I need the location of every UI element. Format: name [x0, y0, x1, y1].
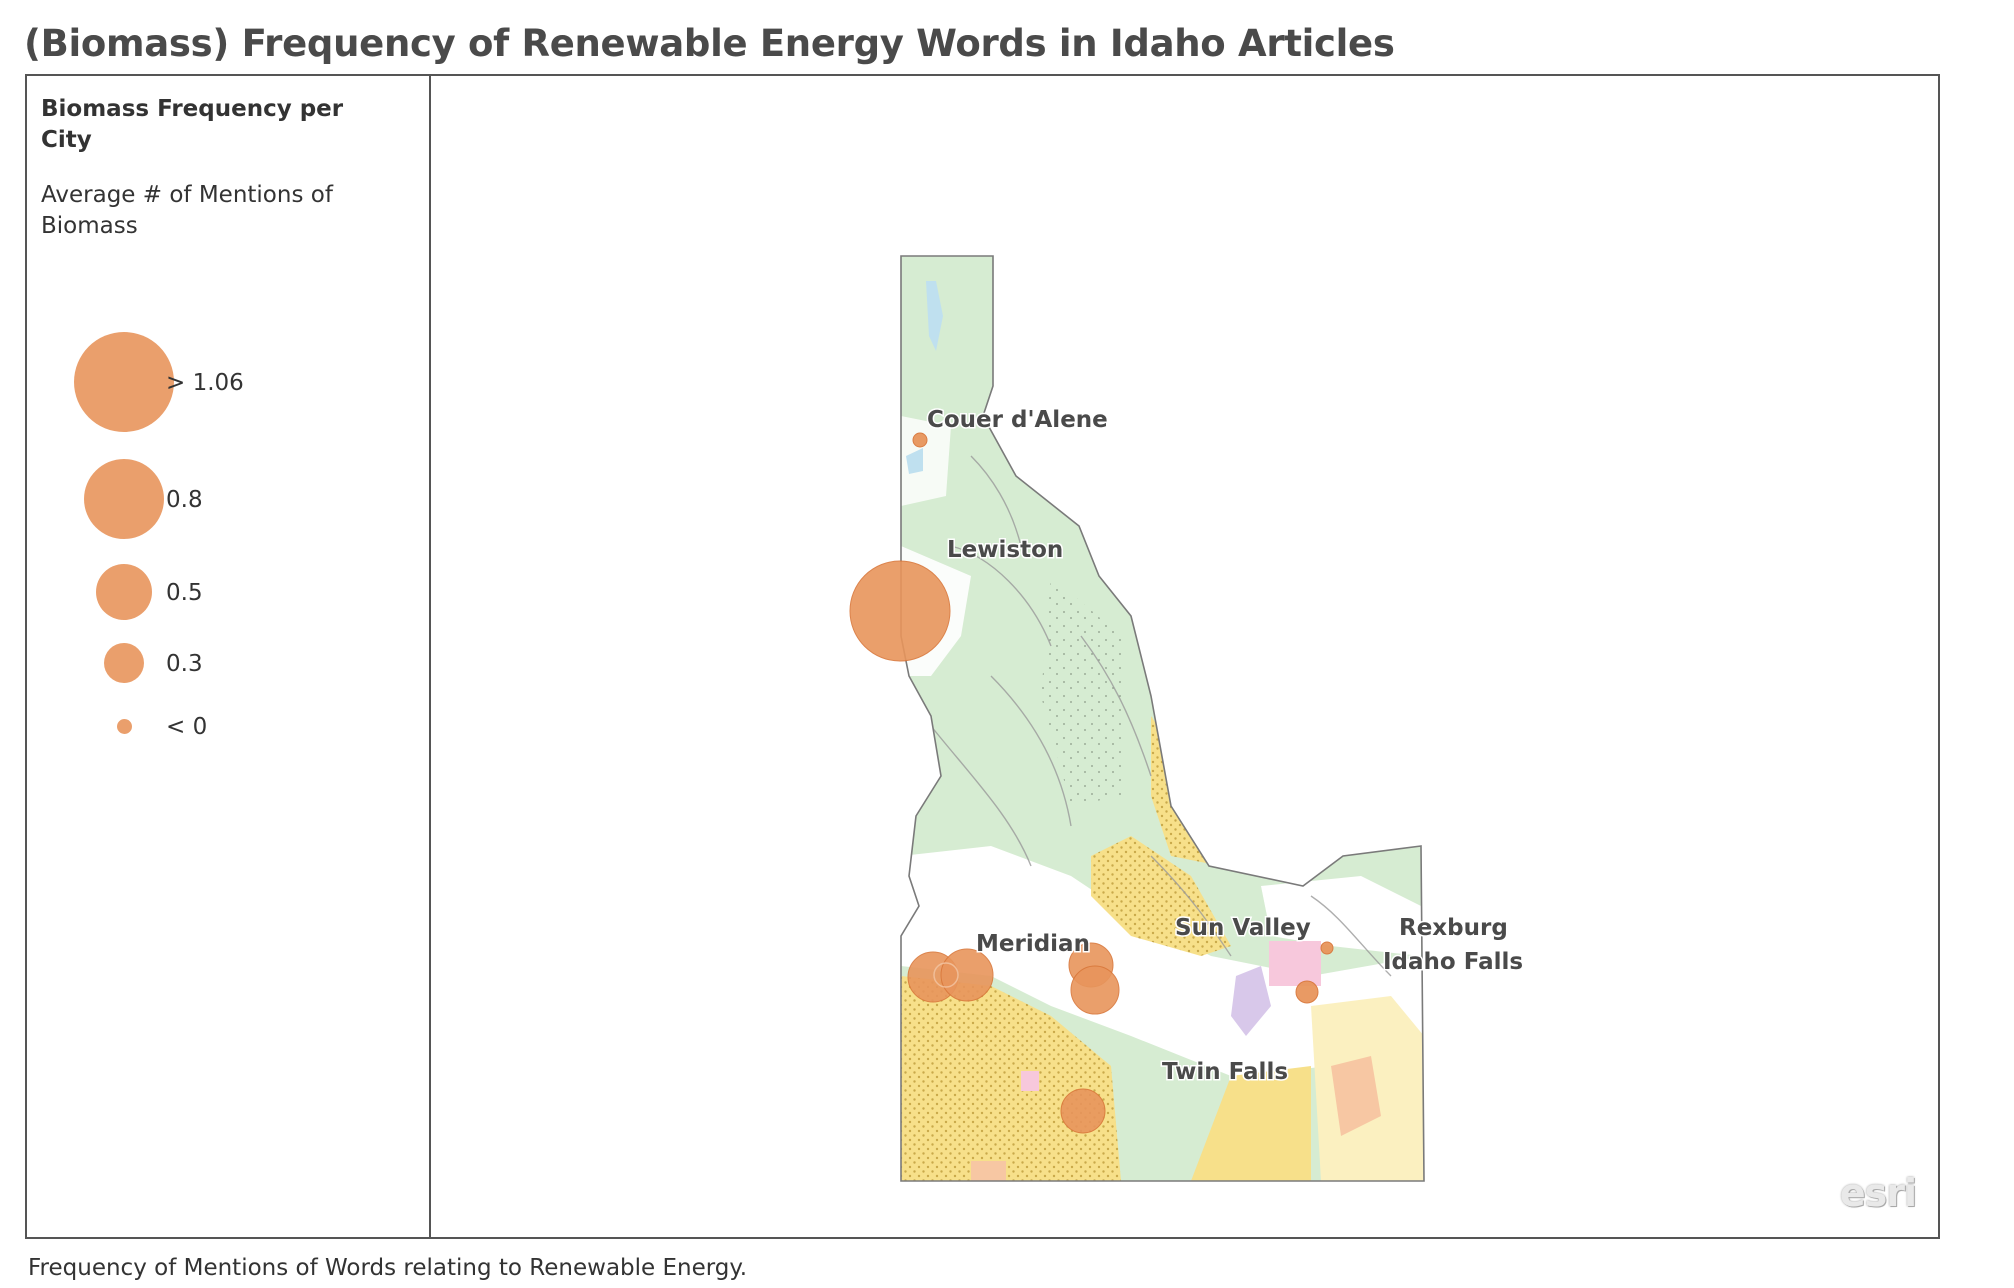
marker-meridian-inner — [933, 962, 959, 988]
city-label-meridian: Meridian — [976, 931, 1090, 957]
map-frame: Biomass Frequency per City Average # of … — [25, 74, 1940, 1239]
legend-subheading: Average # of Mentions of Biomass — [41, 182, 333, 239]
map-title: (Biomass) Frequency of Renewable Energy … — [24, 22, 1395, 65]
idaho-map-svg: Couer d'Alene Lewiston Meridian Sun Vall… — [849, 255, 1525, 1182]
legend-item-medium: 0.5 — [27, 564, 427, 620]
marker-sun-valley-south[interactable] — [1070, 965, 1120, 1015]
idaho-state-border — [900, 255, 1425, 1182]
legend-panel: Biomass Frequency per City Average # of … — [27, 76, 431, 1237]
legend-item-large: 0.8 — [27, 459, 427, 539]
legend-item-largest: > 1.06 — [27, 332, 427, 432]
legend-circle-medium — [96, 564, 152, 620]
city-label-rexburg: Rexburg — [1399, 915, 1508, 941]
marker-rexburg[interactable] — [1320, 941, 1334, 955]
legend-circle-small — [104, 643, 144, 683]
legend-item-small: 0.3 — [27, 643, 427, 683]
marker-meridian[interactable] — [940, 948, 994, 1002]
legend-label-small: 0.3 — [166, 651, 203, 677]
legend-label-large: 0.8 — [166, 487, 203, 513]
city-label-idaho-falls: Idaho Falls — [1383, 949, 1523, 975]
map-caption: Frequency of Mentions of Words relating … — [28, 1255, 748, 1281]
city-label-twin-falls: Twin Falls — [1162, 1059, 1288, 1085]
marker-twin-falls[interactable] — [1060, 1088, 1106, 1134]
legend-circle-large — [84, 459, 164, 539]
marker-idaho-falls[interactable] — [1295, 980, 1319, 1004]
legend-heading: Biomass Frequency per City — [41, 96, 344, 153]
city-label-couer-dalene: Couer d'Alene — [927, 407, 1108, 433]
legend-circle-largest — [74, 332, 174, 432]
legend-item-smallest: < 0 — [27, 714, 427, 740]
marker-couer-dalene[interactable] — [912, 432, 928, 448]
esri-logo[interactable]: esri — [1839, 1171, 1917, 1215]
city-label-lewiston: Lewiston — [947, 537, 1063, 563]
legend-label-medium: 0.5 — [166, 580, 203, 606]
city-label-sun-valley: Sun Valley — [1175, 915, 1311, 941]
legend-circle-smallest — [117, 719, 132, 734]
marker-lewiston[interactable] — [849, 560, 951, 662]
legend-label-largest: > 1.06 — [166, 370, 244, 396]
legend-label-smallest: < 0 — [166, 714, 208, 740]
map-canvas[interactable]: Couer d'Alene Lewiston Meridian Sun Vall… — [431, 76, 1938, 1237]
